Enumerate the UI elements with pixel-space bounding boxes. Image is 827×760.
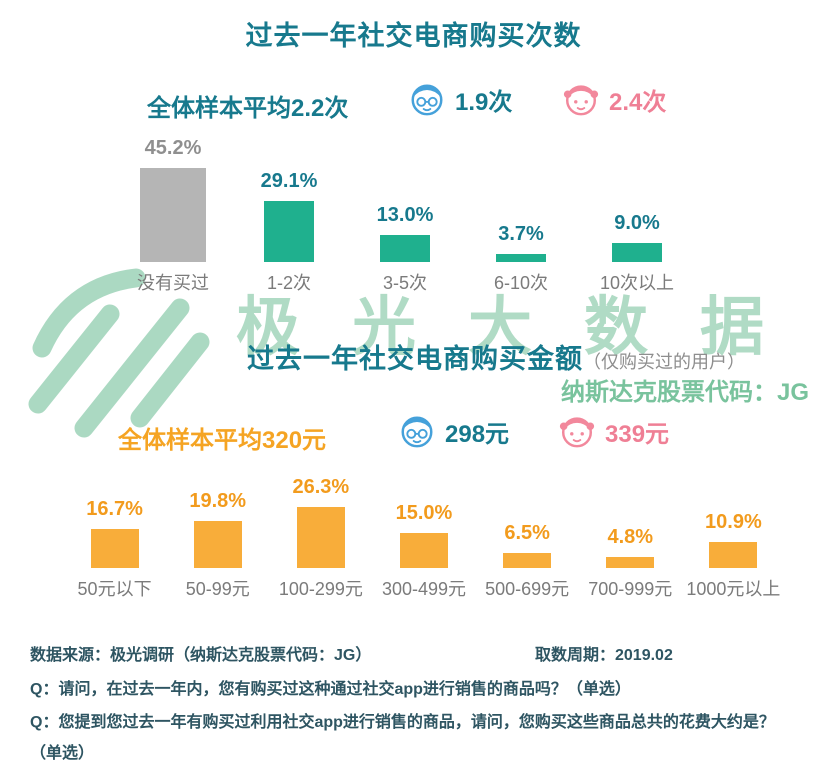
bar-category-label: 300-499元: [381, 579, 467, 599]
girl-face-icon: [559, 417, 595, 448]
bar-category-label: 10次以上: [599, 273, 675, 293]
survey-question-2: Q：您提到您过去一年有购买过利用社交app进行销售的商品，请问，您购买这些商品总…: [30, 714, 775, 760]
chart2-title-note: （仅购买过的用户）: [583, 352, 745, 372]
bar-category-label: 3-5次: [382, 273, 427, 293]
bar: [496, 254, 546, 262]
purchase-amount-bar-chart: 16.7% 50元以下 19.8% 50-99元 26.3% 100-299元 15.0% 3…: [63, 476, 785, 608]
purchase-count-bar-chart: 45.2% 没有买过 29.1% 1-2次 13.0% 3-5次 3.7% 6-10次 9.0%…: [115, 136, 695, 302]
bar-value-label: 4.8%: [607, 526, 654, 548]
bar-value-label: 26.3%: [292, 476, 350, 498]
bar-category-label: 700-999元: [588, 579, 673, 599]
bar-value-label: 3.7%: [498, 223, 544, 245]
data-period-note: 取数周期：2019.02: [535, 647, 673, 664]
chart1-title: 过去一年社交电商购买次数: [245, 21, 582, 51]
boy-face-icon: [401, 416, 433, 448]
chart1-overall-average: 全体样本平均2.2次: [147, 95, 349, 122]
bar-category-label: 6-10次: [493, 273, 549, 293]
bar: [90, 529, 139, 568]
bar-column: 10.9% 1000元以上: [682, 476, 785, 608]
bar-value-label: 13.0%: [376, 204, 434, 226]
data-source-note: 数据来源：极光调研（纳斯达克股票代码：JG）: [30, 647, 372, 664]
boy-face-icon: [411, 84, 443, 116]
bar-value-label: 6.5%: [504, 522, 550, 544]
watermark-ticker-text: 纳斯达克股票代码：JG: [560, 379, 809, 406]
bar-column: 26.3% 100-299元: [269, 476, 372, 608]
chart1-male-stat: 1.9次: [408, 80, 512, 118]
bar: [296, 507, 345, 569]
bar-column: 15.0% 300-499元: [372, 476, 475, 608]
bar: [193, 521, 242, 568]
bar: [399, 533, 448, 568]
chart1-female-average: 2.4次: [609, 88, 667, 116]
chart1-female-stat: 2.4次: [562, 80, 666, 118]
bar-category-label: 500-699元: [485, 579, 570, 599]
bar: [612, 243, 662, 262]
bar: [140, 168, 206, 262]
bar-column: 16.7% 50元以下: [63, 476, 166, 608]
bar-category-label: 100-299元: [278, 579, 363, 600]
survey-question-1: Q：请问，在过去一年内，您有购买过这种通过社交app进行销售的商品吗？（单选）: [30, 681, 631, 698]
bar-value-label: 9.0%: [614, 212, 660, 234]
bar: [606, 557, 655, 568]
chart2-female-average: 339元: [605, 420, 670, 448]
chart2-male-average: 298元: [445, 420, 510, 448]
bar-column: 4.8% 700-999元: [579, 476, 682, 608]
bar-value-label: 16.7%: [86, 498, 143, 520]
girl-face-icon: [563, 85, 599, 116]
bar: [709, 542, 758, 568]
chart2-title-text: 过去一年社交电商购买金额: [247, 344, 583, 374]
chart2-female-stat: 339元: [558, 412, 669, 450]
bar-category-label: 没有买过: [137, 273, 209, 293]
bar: [380, 235, 430, 262]
bar-category-label: 1-2次: [266, 273, 311, 293]
chart2-male-stat: 298元: [398, 412, 509, 450]
bar-value-label: 45.2%: [144, 137, 202, 159]
bar-column: 19.8% 50-99元: [166, 476, 269, 608]
chart1-male-average: 1.9次: [455, 88, 513, 116]
bar-column: 29.1% 1-2次: [231, 136, 347, 302]
bar-value-label: 19.8%: [189, 490, 247, 512]
bar-value-label: 29.1%: [260, 170, 318, 192]
bar-value-label: 15.0%: [395, 502, 453, 524]
bar-category-label: 1000元以上: [686, 579, 781, 599]
bar-value-label: 10.9%: [705, 511, 762, 533]
bar-column: 45.2% 没有买过: [115, 136, 231, 302]
bar: [503, 553, 552, 568]
chart2-overall-average: 全体样本平均320元: [118, 427, 327, 454]
bar-column: 9.0% 10次以上: [579, 136, 695, 302]
chart2-title: 过去一年社交电商购买金额（仅购买过的用户）: [247, 337, 745, 376]
bar: [264, 201, 314, 262]
bar-category-label: 50元以下: [77, 579, 152, 599]
bar-column: 13.0% 3-5次: [347, 136, 463, 302]
bar-column: 3.7% 6-10次: [463, 136, 579, 302]
bar-category-label: 50-99元: [185, 579, 250, 599]
bar-column: 6.5% 500-699元: [476, 476, 579, 608]
